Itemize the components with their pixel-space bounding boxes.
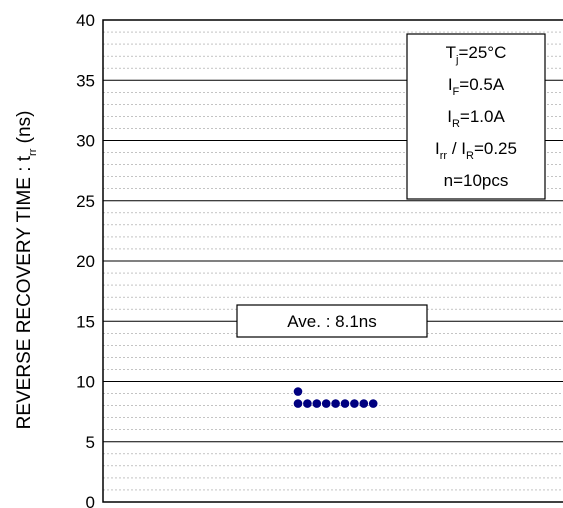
- y-tick-label: 20: [76, 252, 95, 271]
- y-tick-label: 5: [86, 433, 95, 452]
- data-point: [350, 399, 359, 408]
- y-tick-label: 30: [76, 132, 95, 151]
- major-grid: [103, 79, 563, 443]
- data-points: [293, 387, 378, 408]
- data-point: [303, 399, 312, 408]
- y-tick-label: 0: [86, 493, 95, 508]
- data-point: [312, 399, 322, 408]
- data-point: [293, 387, 303, 396]
- data-point: [359, 399, 369, 408]
- minor-grid: [103, 31, 563, 491]
- y-tick-label: 15: [76, 312, 95, 331]
- data-point: [293, 399, 303, 408]
- y-tick-label: 25: [76, 192, 95, 211]
- y-tick-labels: 0 5 10 15 20 25 30 35 40: [76, 11, 95, 508]
- average-annotation: Ave. : 8.1ns: [236, 304, 428, 338]
- y-tick-label: 35: [76, 71, 95, 90]
- data-point: [340, 399, 350, 408]
- condition-line: IF=0.5A: [448, 75, 505, 98]
- y-axis-label: REVERSE RECOVERY TIME : trr (ns): [14, 111, 39, 430]
- data-point: [368, 399, 378, 408]
- data-point: [321, 399, 331, 408]
- condition-line: IR=1.0A: [447, 107, 505, 130]
- conditions-box: [406, 33, 546, 200]
- condition-line: n=10pcs: [444, 171, 509, 190]
- y-tick-label: 40: [76, 11, 95, 30]
- data-point: [331, 399, 340, 408]
- average-box: [236, 304, 428, 338]
- plot-frame: [102, 19, 563, 503]
- condition-line: Tj=25°C: [446, 43, 507, 66]
- conditions-legend: Tj=25°C IF=0.5A IR=1.0A Irr / IR=0.25 n=10pc…: [406, 33, 546, 200]
- y-tick-label: 10: [76, 373, 95, 392]
- condition-line: Irr / IR=0.25: [435, 139, 517, 162]
- average-label: Ave. : 8.1ns: [287, 312, 376, 331]
